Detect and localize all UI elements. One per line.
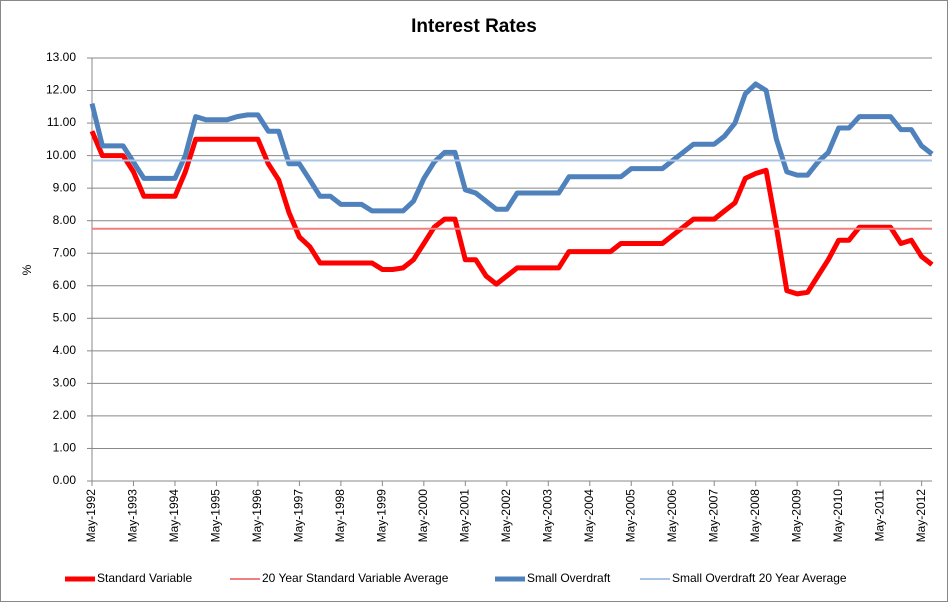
y-tick-label: 0.00 bbox=[53, 473, 77, 487]
x-tick-label: May-1995 bbox=[209, 489, 223, 543]
x-tick-label: May-2010 bbox=[831, 489, 845, 543]
x-tick-label: May-2011 bbox=[872, 489, 886, 542]
x-tick-label: May-2005 bbox=[623, 489, 637, 543]
y-tick-label: 8.00 bbox=[53, 213, 77, 227]
x-tick-label: May-1997 bbox=[292, 489, 306, 543]
y-tick-label: 12.00 bbox=[46, 83, 76, 97]
x-tick-label: May-1992 bbox=[84, 489, 98, 543]
y-tick-label: 4.00 bbox=[53, 343, 77, 357]
legend-label: Small Overdraft bbox=[527, 571, 611, 585]
series-line bbox=[89, 81, 934, 214]
x-tick-label: May-2007 bbox=[706, 489, 720, 543]
y-tick-label: 10.00 bbox=[46, 148, 76, 162]
x-tick-label: May-1994 bbox=[167, 489, 181, 543]
chart-title: Interest Rates bbox=[411, 16, 537, 37]
x-tick-label: May-2003 bbox=[540, 489, 554, 543]
x-tick-label: May-1996 bbox=[250, 489, 264, 543]
series-line bbox=[89, 130, 934, 297]
y-tick-label: 9.00 bbox=[53, 180, 77, 194]
x-tick-label: May-2001 bbox=[458, 489, 472, 543]
legend-label: Small Overdraft 20 Year Average bbox=[672, 571, 847, 585]
y-axis-label: % bbox=[20, 264, 34, 275]
x-tick-label: May-1999 bbox=[375, 489, 389, 543]
y-tick-label: 5.00 bbox=[53, 310, 77, 324]
x-tick-label: May-2000 bbox=[416, 489, 430, 543]
x-tick-label: May-2006 bbox=[665, 489, 679, 543]
x-tick-label: May-2012 bbox=[914, 489, 928, 543]
x-tick-label: May-2004 bbox=[582, 489, 596, 543]
y-tick-label: 7.00 bbox=[53, 245, 77, 259]
y-tick-label: 6.00 bbox=[53, 278, 77, 292]
legend-label: Standard Variable bbox=[97, 571, 193, 585]
y-tick-label: 1.00 bbox=[53, 441, 77, 455]
x-tick-label: May-2002 bbox=[499, 489, 513, 543]
y-tick-label: 3.00 bbox=[53, 376, 77, 390]
y-tick-label: 13.00 bbox=[46, 50, 76, 64]
x-tick-label: May-1998 bbox=[333, 489, 347, 543]
x-tick-label: May-1993 bbox=[126, 489, 140, 543]
y-tick-label: 11.00 bbox=[47, 115, 76, 129]
legend-label: 20 Year Standard Variable Average bbox=[262, 571, 449, 585]
x-tick-label: May-2008 bbox=[748, 489, 762, 543]
y-tick-label: 2.00 bbox=[53, 408, 77, 422]
x-tick-label: May-2009 bbox=[789, 489, 803, 543]
